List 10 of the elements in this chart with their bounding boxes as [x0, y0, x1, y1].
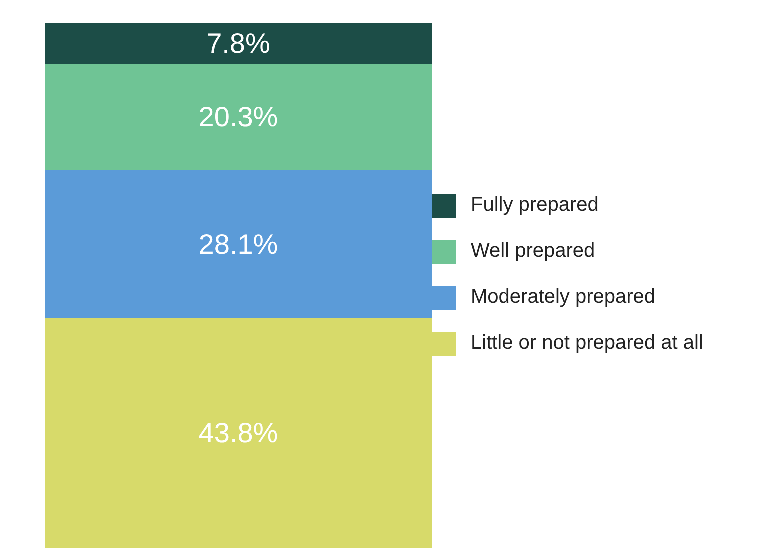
- bar: [45, 64, 432, 171]
- legend-label: Moderately prepared: [471, 286, 656, 309]
- legend-label: Fully prepared: [471, 194, 599, 217]
- data-label: 7.8%: [206, 28, 270, 59]
- bar: [45, 23, 432, 64]
- legend-label: Little or not prepared at all: [471, 332, 704, 355]
- data-label: 20.3%: [198, 102, 278, 133]
- legend-label: Well prepared: [471, 240, 596, 263]
- data-label: 43.8%: [198, 418, 278, 449]
- data-label: 28.1%: [198, 228, 278, 260]
